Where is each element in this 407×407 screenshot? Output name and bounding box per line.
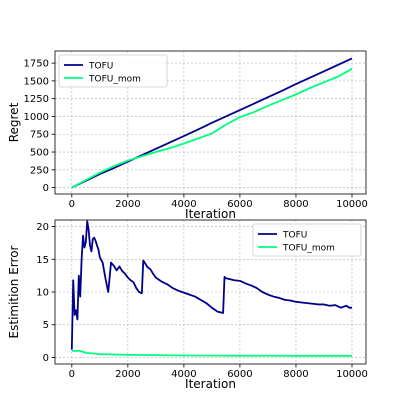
- legend: TOFU TOFU_mom: [252, 223, 362, 257]
- legend-label: TOFU: [88, 62, 113, 72]
- y-tick-label: 1000: [24, 112, 49, 123]
- x-tick-label: 10000: [336, 369, 368, 380]
- y-tick-label: 0: [43, 353, 49, 364]
- y-tick-label: 15: [36, 255, 49, 266]
- chart-2: 0 2000 4000 6000 8000 10000 0 5 10 15 20 Iteration E…: [7, 219, 368, 391]
- y-tick-label: 500: [30, 148, 49, 159]
- series-line-tofu-mom: [71, 350, 352, 357]
- y-axis-label: Estimition Error: [7, 245, 21, 338]
- y-tick-label: 5: [43, 320, 49, 331]
- x-tick-label: 6000: [227, 199, 252, 210]
- x-tick-label: 8000: [283, 199, 308, 210]
- x-axis-label: Iteration: [185, 377, 236, 391]
- series-line-tofu-mom: [71, 68, 353, 189]
- legend-box: [252, 223, 362, 257]
- legend: TOFU TOFU_mom: [58, 54, 168, 88]
- y-tick-label: 1500: [24, 76, 49, 87]
- x-tick-label: 8000: [283, 369, 308, 380]
- y-tick-label: 1750: [24, 59, 49, 70]
- x-tick-label: 4000: [171, 369, 196, 380]
- y-tick-label: 250: [30, 165, 49, 176]
- series-line-tofu: [70, 220, 352, 350]
- y-tick-label: 20: [36, 222, 49, 233]
- y-tick-label: 750: [30, 130, 49, 141]
- y-tick-label: 10: [36, 288, 49, 299]
- x-tick-label: 0: [69, 369, 75, 380]
- chart-1: 0 2000 4000 6000 8000 10000 0 250 500 750 1000 1250…: [7, 50, 368, 221]
- y-tick-label: 1250: [24, 94, 49, 105]
- x-tick-label: 10000: [336, 199, 368, 210]
- x-tick-label: 0: [69, 199, 75, 210]
- y-tick-label: 0: [43, 183, 49, 194]
- x-tick-label: 6000: [227, 369, 252, 380]
- legend-label: TOFU_mom: [88, 75, 141, 85]
- x-axis-label: Iteration: [185, 207, 236, 221]
- x-tick-label: 2000: [115, 369, 140, 380]
- plot-frame: [54, 219, 367, 365]
- x-tick-label: 2000: [115, 199, 140, 210]
- series-line-tofu: [71, 57, 353, 189]
- legend-label: TOFU_mom: [282, 244, 335, 254]
- plot-frame: [54, 50, 367, 195]
- x-tick-label: 4000: [171, 199, 196, 210]
- legend-label: TOFU: [282, 231, 307, 241]
- y-axis-label: Regret: [7, 102, 21, 142]
- legend-box: [58, 54, 168, 88]
